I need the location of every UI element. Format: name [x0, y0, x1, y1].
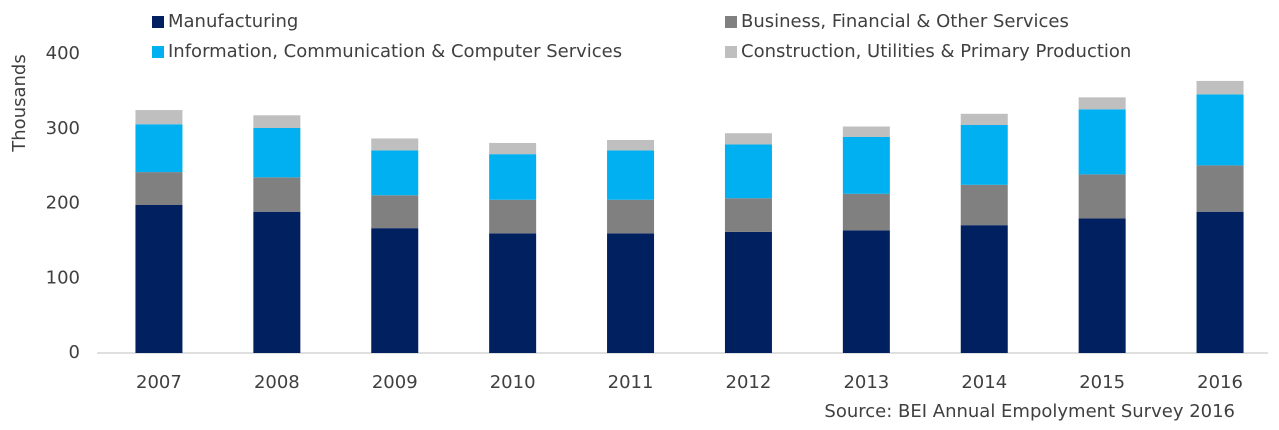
bar-segment [135, 124, 183, 173]
bar-segment [489, 199, 537, 234]
bar-segment [371, 228, 419, 353]
x-tick-label: 2012 [726, 372, 772, 393]
x-tick-label: 2011 [608, 372, 654, 393]
bar-segment [1078, 109, 1126, 175]
y-tick-label: 200 [46, 193, 80, 214]
bar-segment [960, 125, 1008, 185]
x-tick-label: 2015 [1079, 372, 1125, 393]
legend-swatch [152, 16, 164, 28]
bar-segment [135, 110, 183, 125]
legend-swatch [725, 46, 737, 58]
bar-segment [1078, 174, 1126, 219]
bar-segment [1196, 211, 1244, 353]
x-tick-label: 2007 [136, 372, 182, 393]
y-tick-label: 300 [46, 118, 80, 139]
legend-label: Business, Financial & Other Services [741, 11, 1069, 32]
legend-label: Construction, Utilities & Primary Produc… [741, 41, 1131, 62]
x-tick-label: 2016 [1197, 372, 1243, 393]
bar-segment [607, 150, 655, 200]
legend-label: Information, Communication & Computer Se… [168, 41, 622, 62]
bar-segment [253, 128, 301, 178]
bar-segment [842, 136, 890, 194]
bar-segment [607, 139, 655, 151]
x-tick-label: 2013 [843, 372, 889, 393]
bar-segment [842, 126, 890, 137]
bar-segment [253, 211, 301, 353]
x-tick-label: 2008 [254, 372, 300, 393]
bar-segment [135, 204, 183, 353]
bar-segment [371, 138, 419, 151]
bar-segment [1078, 218, 1126, 353]
bar-segment [489, 142, 537, 155]
bar-segment [960, 113, 1008, 126]
x-tick-label: 2009 [372, 372, 418, 393]
bar-segment [724, 133, 772, 145]
bar-segment [607, 199, 655, 234]
bar-segment [489, 233, 537, 353]
y-tick-label: 0 [69, 342, 80, 363]
y-tick-label: 400 [46, 43, 80, 64]
x-tick-label: 2010 [490, 372, 536, 393]
bar-segment [1078, 97, 1126, 110]
legend-label: Manufacturing [168, 11, 298, 32]
bar-segment [960, 225, 1008, 353]
bar-segment [724, 198, 772, 232]
bar-segment [724, 144, 772, 199]
bar-segment [607, 233, 655, 353]
legend-swatch [152, 46, 164, 58]
bar-segment [1196, 165, 1244, 212]
bar-segment [960, 184, 1008, 226]
bar-segment [1196, 80, 1244, 95]
x-tick-label: 2014 [961, 372, 1007, 393]
bar-segment [253, 115, 301, 129]
y-tick-label: 100 [46, 267, 80, 288]
bar-segment [842, 230, 890, 353]
bar-segment [842, 193, 890, 231]
y-axis-label: Thousands [9, 54, 30, 152]
bar-segment [724, 231, 772, 353]
bar-segment [489, 154, 537, 200]
legend-swatch [725, 16, 737, 28]
bar-segment [253, 177, 301, 212]
bar-segment [1196, 94, 1244, 166]
bar-segment [371, 195, 419, 229]
bar-segment [135, 172, 183, 205]
source-note: Source: BEI Annual Empolyment Survey 201… [824, 401, 1235, 422]
bar-segment [371, 150, 419, 196]
